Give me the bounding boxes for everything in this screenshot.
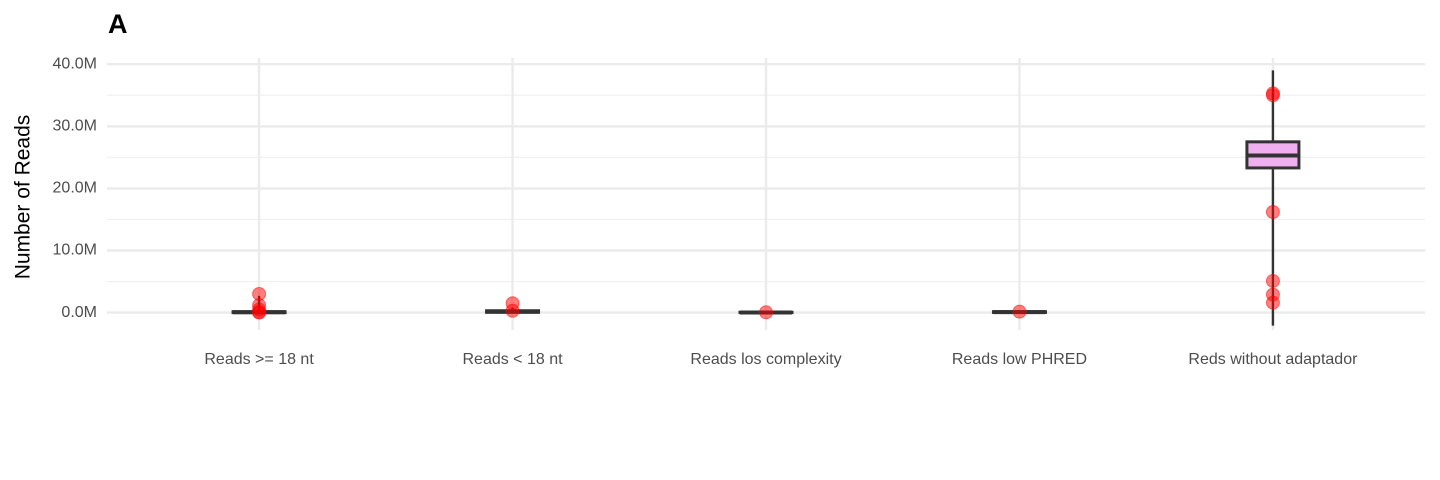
y-tick-label: 40.0M — [53, 55, 97, 72]
point — [1012, 304, 1027, 319]
x-tick-label: Reds without adaptador — [1188, 351, 1358, 368]
x-tick-label: Reads < 18 nt — [462, 351, 563, 368]
y-tick-label: 30.0M — [53, 118, 97, 135]
grid — [107, 58, 1425, 330]
point — [1265, 88, 1280, 103]
y-tick-label: 10.0M — [53, 242, 97, 259]
point — [1265, 273, 1280, 288]
x-tick-label: Reads low PHRED — [952, 351, 1087, 368]
point — [252, 305, 267, 320]
point — [1265, 205, 1280, 220]
point — [759, 305, 773, 320]
y-tick-label: 0.0M — [61, 304, 97, 321]
x-tick-label: Reads >= 18 nt — [204, 351, 314, 368]
y-axis-title: Number of Reads — [12, 115, 35, 280]
y-tick-label: 20.0M — [53, 180, 97, 197]
marks — [231, 70, 1301, 326]
point — [505, 303, 520, 318]
chart-title: A — [108, 9, 128, 39]
point — [1265, 295, 1280, 310]
x-tick-label: Reads los complexity — [690, 351, 841, 368]
